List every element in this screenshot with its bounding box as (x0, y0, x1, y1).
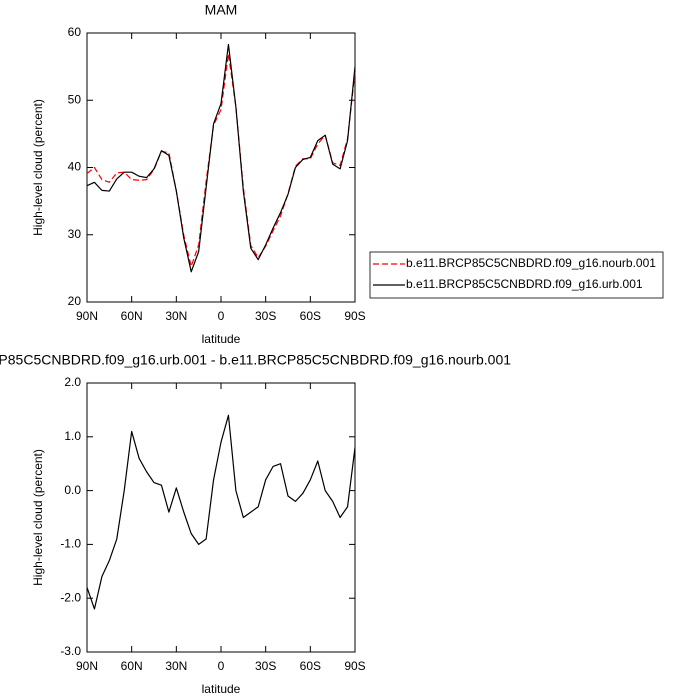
chart-title: MAM (205, 2, 238, 18)
series-line (86, 414, 356, 610)
plot-frame (86, 382, 356, 653)
x-axis-label: latitude (202, 682, 241, 696)
y-tick-label: 50 (68, 92, 82, 106)
x-tick-label: 90N (76, 309, 98, 323)
y-tick-label: 60 (68, 25, 82, 39)
y-tick-label: 0.0 (64, 483, 81, 497)
legend-label: b.e11.BRCP85C5CNBDRD.f09_g16.urb.001 (406, 277, 643, 291)
x-tick-label: 60S (300, 659, 321, 673)
y-axis-label: High-level cloud (percent) (31, 99, 45, 236)
x-tick-label: 60N (121, 659, 143, 673)
x-tick-label: 30N (165, 659, 187, 673)
y-tick-label: -3.0 (60, 644, 81, 658)
x-tick-label: 90N (76, 659, 98, 673)
series-line (86, 53, 356, 267)
x-tick-label: 30S (255, 309, 276, 323)
x-axis-label: latitude (202, 332, 241, 346)
x-tick-label: 0 (218, 309, 225, 323)
x-tick-label: 60S (300, 309, 321, 323)
x-tick-label: 30S (255, 659, 276, 673)
series-line (86, 43, 356, 273)
y-tick-label: 1.0 (64, 429, 81, 443)
y-tick-label: 30 (68, 227, 82, 241)
x-tick-label: 60N (121, 309, 143, 323)
chart-title: b.e11.BRCP85C5CNBDRD.f09_g16.urb.001 - b… (0, 352, 511, 368)
y-tick-label: -2.0 (60, 590, 81, 604)
y-tick-label: 40 (68, 160, 82, 174)
legend-label: b.e11.BRCP85C5CNBDRD.f09_g16.nourb.001 (406, 256, 656, 270)
x-tick-label: 90S (344, 659, 365, 673)
legend-box (369, 251, 664, 299)
y-tick-label: -1.0 (60, 537, 81, 551)
x-tick-label: 90S (344, 309, 365, 323)
x-tick-label: 30N (165, 309, 187, 323)
y-tick-label: 2.0 (64, 375, 81, 389)
y-axis-label: High-level cloud (percent) (31, 449, 45, 586)
x-tick-label: 0 (218, 659, 225, 673)
y-tick-label: 20 (68, 294, 82, 308)
plot-frame (86, 32, 356, 303)
